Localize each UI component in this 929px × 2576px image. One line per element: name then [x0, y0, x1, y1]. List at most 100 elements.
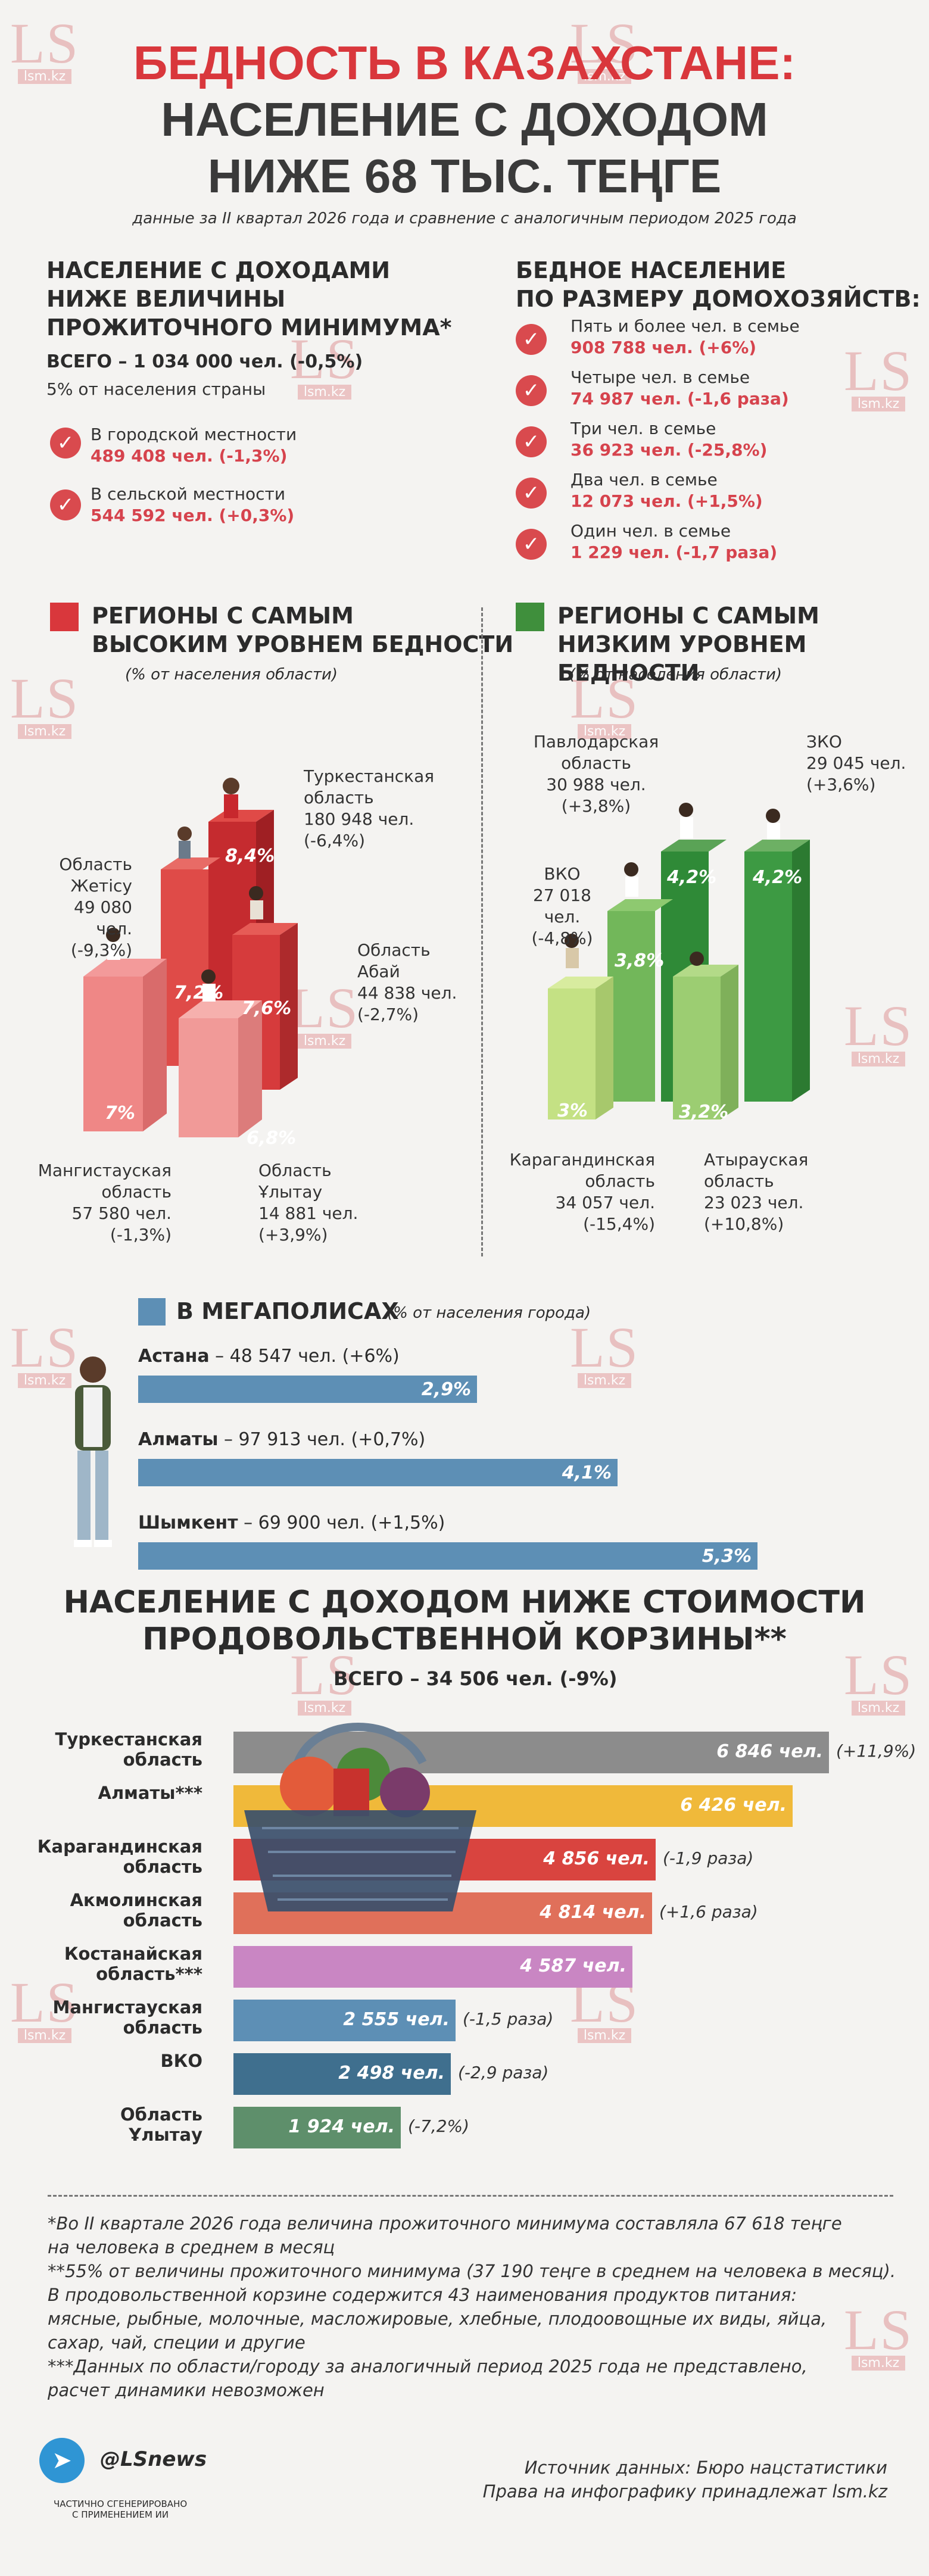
household-item: Три чел. в семье 36 923 чел. (-25,8%) — [571, 419, 768, 460]
watermark: LS lsm.kz — [569, 11, 640, 84]
basket-bar — [233, 2000, 456, 2041]
region-name: Костанайская область*** — [64, 1944, 202, 1984]
page-title-line-3: НИЖЕ 68 ТЫС. ТЕҢГЕ — [207, 149, 722, 202]
region-label: Павлодарская область 30 988 чел. (+3,8%) — [533, 732, 659, 816]
high-regions-heading: РЕГИОНЫ С САМЫМ ВЫСОКИМ УРОВНЕМ БЕДНОСТИ — [92, 603, 514, 657]
region-label: ЗКО 29 045 чел. (+3,6%) — [806, 732, 906, 794]
watermark: LS lsm.kz — [843, 994, 914, 1066]
pct-label: 3,2% — [679, 1102, 729, 1122]
footnotes: *Во II квартале 2026 года величина прожи… — [48, 2213, 896, 2400]
social-handle[interactable]: @LSnews — [100, 2447, 207, 2471]
basket-bar — [233, 2107, 401, 2148]
low-regions-heading: РЕГИОНЫ С САМЫМ НИЗКИМ УРОВНЕМ БЕДНОСТИ — [557, 603, 819, 686]
man-figure-icon — [74, 1356, 112, 1547]
megacities-heading: В МЕГАПОЛИСАХ — [176, 1298, 399, 1324]
min-income-share: 5% от населения страны — [46, 379, 266, 399]
region-label: ВКО 27 018 чел. (-4,8%) — [531, 864, 593, 948]
watermark: LS lsm.kz — [10, 11, 80, 84]
telegram-icon[interactable]: ➤ — [39, 2438, 85, 2483]
basket-bar-change: (+11,9%) — [836, 1741, 916, 1761]
basket-bar-value: 6 846 чел. — [716, 1741, 823, 1762]
city-bar — [138, 1376, 477, 1403]
basket-bar-value: 1 924 чел. — [288, 2116, 395, 2137]
check-icon: ✓ — [50, 489, 81, 520]
city-bar — [138, 1542, 757, 1570]
region-label: Мангистауская область 57 580 чел. (-1,3%) — [38, 1161, 172, 1245]
pct-label: 3,8% — [615, 950, 665, 971]
basket-bar-value: 6 426 чел. — [680, 1795, 787, 1816]
household-item: Два чел. в семье 12 073 чел. (+1,5%) — [571, 470, 763, 511]
pct-label: 3% — [557, 1100, 588, 1121]
region-name: ВКО — [160, 2051, 202, 2071]
city-bar-value: 2,9% — [421, 1379, 471, 1400]
region-name: Область Ұлытау — [120, 2104, 202, 2145]
household-item: Один чел. в семье 1 229 чел. (-1,7 раза) — [571, 521, 778, 562]
low-regions-blocks — [548, 803, 810, 1119]
region-name: Карагандинская область — [37, 1836, 202, 1877]
min-income-total: ВСЕГО – 1 034 000 чел. (-0,5%) — [46, 351, 363, 372]
basket-bar-change: (-7,2%) — [408, 2116, 470, 2136]
pct-label: 6,8% — [247, 1128, 297, 1149]
check-icon: ✓ — [50, 428, 81, 459]
high-regions-blocks — [83, 778, 298, 1137]
household-item: Четыре чел. в семье 74 987 чел. (-1,6 раз… — [571, 367, 789, 408]
food-basket-total: ВСЕГО – 34 506 чел. (-9%) — [333, 1667, 618, 1690]
city-label: Астана – 48 547 чел. (+6%) — [138, 1346, 400, 1367]
watermark: LS lsm.kz — [569, 1315, 640, 1388]
check-icon: ✓ — [516, 375, 547, 406]
region-label: Карагандинская область 34 057 чел. (-15,4%… — [509, 1150, 655, 1234]
pct-label: 7% — [105, 1103, 135, 1124]
basket-bar-value: 2 555 чел. — [343, 2009, 450, 2030]
check-icon: ✓ — [516, 478, 547, 509]
megacities-note: (% от населения города) — [387, 1304, 591, 1322]
watermark: LS lsm.kz — [10, 1970, 80, 2043]
household-item: Пять и более чел. в семье 908 788 чел. (+… — [571, 316, 800, 357]
page-title-line-2: НАСЕЛЕНИЕ С ДОХОДОМ — [161, 93, 768, 146]
footnote-divider — [48, 2195, 893, 2197]
basket-bar-change: (-2,9 раза) — [458, 2063, 549, 2082]
food-basket-heading: НАСЕЛЕНИЕ С ДОХОДОМ НИЖЕ СТОИМОСТИ ПРОДОВ… — [63, 1585, 866, 1657]
pct-label: 4,2% — [667, 867, 717, 888]
low-regions-note: (% от населения области) — [569, 666, 783, 684]
basket-bar-change: (-1,9 раза) — [663, 1848, 754, 1868]
check-icon: ✓ — [516, 426, 547, 457]
legend-square-blue — [138, 1298, 166, 1326]
source-note: Источник данных: Бюро нацстатистики Права… — [482, 2458, 887, 2502]
watermark: LS lsm.kz — [10, 666, 80, 739]
basket-bar-change: (-1,5 раза) — [463, 2009, 554, 2029]
watermark: LS lsm.kz — [289, 327, 360, 400]
city-label: Шымкент – 69 900 чел. (+1,5%) — [138, 1512, 445, 1533]
city-bar — [138, 1459, 618, 1486]
watermark: LS lsm.kz — [843, 1643, 914, 1716]
pct-label: 7,2% — [174, 983, 224, 1003]
region-name: Акмолинская область — [70, 1890, 202, 1931]
region-label: Область Абай 44 838 чел. (-2,7%) — [357, 940, 457, 1024]
basket-bar — [233, 2053, 451, 2095]
rural-item: В сельской местности 544 592 чел. (+0,3%) — [91, 484, 295, 525]
ai-note: ЧАСТИЧНО СГЕНЕРИРОВАНО С ПРИМЕНЕНИЕМ ИИ — [54, 2499, 188, 2520]
watermark: LS lsm.kz — [289, 1643, 360, 1716]
city-label: Алматы – 97 913 чел. (+0,7%) — [138, 1429, 426, 1450]
pct-label: 4,2% — [753, 867, 803, 888]
basket-bar-value: 4 587 чел. — [520, 1956, 626, 1976]
region-label: Атырауская область 23 023 чел. (+10,8%) — [704, 1150, 809, 1234]
legend-square-green — [516, 603, 544, 631]
check-icon: ✓ — [516, 529, 547, 560]
region-label: Область Ұлытау 14 881 чел. (+3,9%) — [258, 1161, 358, 1245]
basket-bar-change: (+1,6 раза) — [659, 1902, 758, 1922]
basket-bar-value: 4 856 чел. — [543, 1848, 650, 1869]
basket-bar-value: 4 814 чел. — [540, 1902, 646, 1923]
city-bar-value: 4,1% — [562, 1462, 612, 1483]
high-regions-note: (% от населения области) — [125, 666, 338, 684]
region-name: Туркестанская область — [55, 1729, 202, 1770]
watermark: LS lsm.kz — [843, 2298, 914, 2371]
min-income-heading: НАСЕЛЕНИЕ С ДОХОДАМИ НИЖЕ ВЕЛИЧИНЫ ПРОЖИТО… — [46, 257, 452, 341]
households-heading: БЕДНОЕ НАСЕЛЕНИЕ ПО РАЗМЕРУ ДОМОХОЗЯЙСТВ: — [516, 257, 921, 312]
watermark: LS lsm.kz — [289, 976, 360, 1049]
city-bar-value: 5,3% — [702, 1546, 752, 1567]
region-name: Алматы*** — [98, 1783, 203, 1803]
legend-square-red — [50, 603, 79, 631]
watermark: LS lsm.kz — [10, 1315, 80, 1388]
watermark: LS lsm.kz — [843, 339, 914, 411]
basket-bar — [233, 1732, 829, 1773]
